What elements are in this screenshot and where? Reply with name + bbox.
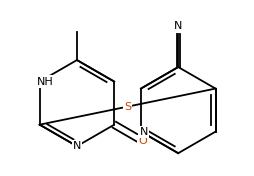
- Text: N: N: [174, 21, 182, 31]
- Text: N: N: [139, 127, 148, 137]
- Text: S: S: [124, 102, 131, 112]
- Text: O: O: [138, 136, 147, 146]
- Text: NH: NH: [37, 77, 54, 87]
- Text: N: N: [73, 141, 81, 151]
